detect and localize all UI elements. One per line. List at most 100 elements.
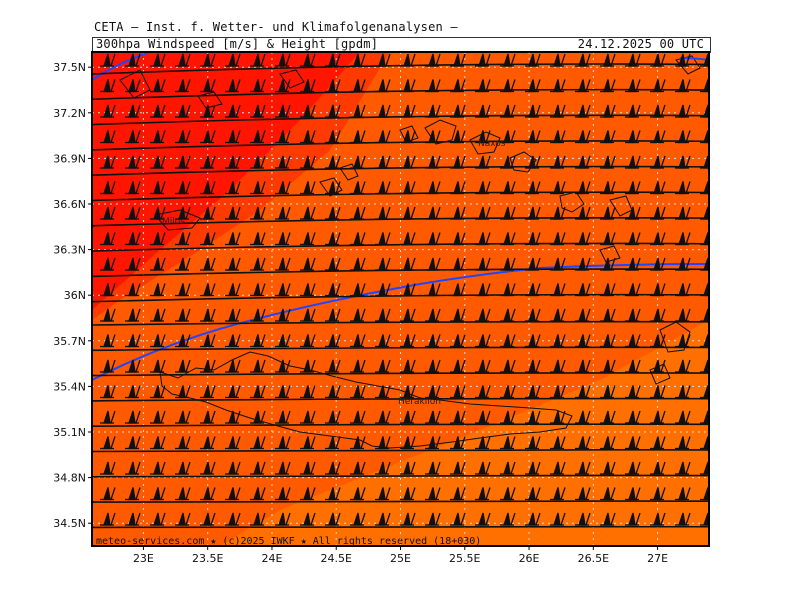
- wind-barb-flag: [278, 232, 286, 246]
- wind-barb-flag: [353, 130, 361, 144]
- wind-barb-feather: [585, 283, 591, 296]
- wind-barb-feather: [585, 334, 591, 347]
- wind-barb-feather: [210, 487, 216, 500]
- wind-barb-feather: [510, 308, 516, 322]
- wind-barb-flag: [103, 385, 111, 399]
- wind-barb-flag: [328, 104, 336, 118]
- wind-barb-flag: [703, 410, 709, 424]
- chart-title: CETA — Inst. f. Wetter- und Klimafolgena…: [94, 20, 458, 34]
- wind-barb-feather: [385, 436, 391, 449]
- wind-barb-flag: [678, 308, 686, 322]
- lat-tick-label: 36.6N: [53, 198, 86, 211]
- wind-barb-feather: [585, 257, 591, 271]
- wind-barb-flag: [103, 79, 111, 93]
- wind-barb-flag: [528, 461, 536, 475]
- wind-barb-feather: [185, 487, 191, 500]
- wind-barb-flag: [353, 283, 361, 297]
- wind-barb-feather: [460, 461, 466, 475]
- wind-barb-feather: [160, 155, 166, 169]
- wind-barb-feather: [660, 461, 666, 475]
- wind-barb-flag: [503, 104, 511, 118]
- wind-barb-flag: [503, 79, 511, 93]
- wind-barb-flag: [703, 130, 709, 144]
- wind-barb-feather: [160, 283, 166, 296]
- wind-barb-flag: [328, 181, 336, 195]
- wind-barb-feather: [460, 283, 466, 296]
- wind-barb-flag: [653, 308, 661, 322]
- wind-barb-flag: [128, 181, 136, 195]
- wind-barb-feather: [385, 334, 391, 347]
- wind-barb-flag: [178, 308, 186, 322]
- wind-barb-flag: [478, 53, 486, 67]
- wind-barb-flag: [703, 283, 709, 297]
- wind-barb-feather: [510, 410, 516, 424]
- wind-barb-feather: [711, 156, 715, 168]
- wind-barb-feather: [210, 410, 216, 424]
- wind-barb-flag: [353, 385, 361, 399]
- wind-barb-flag: [353, 181, 361, 195]
- wind-barb-flag: [353, 232, 361, 246]
- wind-barb-feather: [460, 308, 466, 322]
- wind-barb-feather: [435, 283, 441, 296]
- wind-barb-feather: [585, 181, 591, 194]
- wind-barb-flag: [578, 130, 586, 144]
- wind-barb-flag: [403, 283, 411, 297]
- wind-barb-flag: [628, 512, 636, 526]
- wind-barb-feather: [310, 334, 316, 347]
- wind-barb-flag: [153, 487, 161, 501]
- wind-barb-feather: [285, 53, 291, 67]
- wind-barb-flag: [103, 53, 111, 67]
- wind-barb-feather: [660, 512, 666, 526]
- wind-barb-flag: [553, 232, 561, 246]
- wind-barb-feather: [510, 206, 516, 220]
- wind-barb-flag: [203, 232, 211, 246]
- wind-barb-flag: [178, 257, 186, 271]
- wind-barb-feather: [385, 512, 391, 526]
- wind-barb-flag: [453, 334, 461, 348]
- wind-barb-feather: [360, 410, 366, 424]
- wind-barb-feather: [535, 385, 541, 398]
- wind-barb-flag: [278, 461, 286, 475]
- wind-barb-flag: [153, 461, 161, 475]
- wind-barb-flag: [678, 155, 686, 169]
- wind-barb-feather: [485, 487, 491, 500]
- wind-barb-flag: [178, 410, 186, 424]
- wind-barb-flag: [453, 130, 461, 144]
- wind-barb-flag: [178, 181, 186, 195]
- wind-barb-flag: [103, 283, 111, 297]
- wind-barb-flag: [628, 334, 636, 348]
- wind-barb-feather: [385, 359, 391, 373]
- wind-barb-feather: [110, 104, 116, 118]
- wind-barb-flag: [328, 436, 336, 450]
- wind-barb-feather: [385, 461, 391, 475]
- wind-barb-flag: [603, 385, 611, 399]
- longitude-ticks: 23E 23.5E 24E 24.5E 25E 25.5E 26E 26.5E 27E: [133, 546, 668, 565]
- wind-barb-feather: [360, 181, 366, 194]
- copyright-notice: meteo-services.com ★ (c)2025 IWKF ★ All …: [96, 536, 481, 547]
- wind-barb-flag: [128, 130, 136, 144]
- wind-barb-feather: [560, 232, 566, 245]
- wind-barb-feather: [685, 232, 691, 245]
- wind-barb-flag: [653, 155, 661, 169]
- wind-barb-feather: [410, 155, 416, 169]
- wind-barb-feather: [235, 232, 241, 245]
- wind-barb-flag: [328, 359, 336, 373]
- wind-barb-feather: [635, 283, 641, 296]
- wind-barb-feather: [410, 104, 416, 118]
- wind-barb-feather: [460, 257, 466, 271]
- wind-barb-flag: [578, 104, 586, 118]
- wind-barb-flag: [328, 53, 336, 67]
- lon-tick-label: 27E: [647, 552, 668, 565]
- wind-barb-flag: [453, 181, 461, 195]
- wind-barb-feather: [485, 206, 491, 220]
- wind-barb-feather: [560, 512, 566, 526]
- wind-barb-feather: [610, 206, 616, 220]
- wind-barb-flag: [703, 385, 709, 399]
- wind-barb-feather: [585, 359, 591, 373]
- wind-barb-flag: [628, 79, 636, 93]
- wind-barb-feather: [285, 206, 291, 220]
- wind-barb-feather: [235, 104, 241, 118]
- wind-barb-flag: [403, 359, 411, 373]
- wind-barb-flag: [228, 436, 236, 450]
- latitude-ticks: 37.5N 37.2N 36.9N 36.6N 36.3N 36N 35.7N 35.4N 35…: [53, 61, 92, 530]
